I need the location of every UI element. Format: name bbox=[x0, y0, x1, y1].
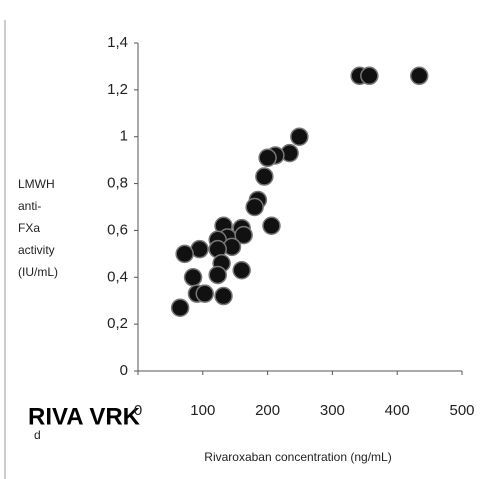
point bbox=[360, 66, 379, 86]
y-tick-label: 1,4 bbox=[107, 34, 128, 51]
point bbox=[290, 127, 309, 146]
point bbox=[409, 66, 429, 86]
x-tick-label: 300 bbox=[320, 402, 345, 419]
y-tick-label: 0,4 bbox=[107, 268, 128, 285]
point bbox=[258, 148, 277, 168]
point bbox=[183, 268, 203, 287]
x-tick-label: 100 bbox=[190, 402, 215, 419]
point bbox=[195, 284, 214, 303]
point bbox=[170, 298, 190, 317]
y-tick-label: 0,2 bbox=[107, 315, 128, 332]
x-tick-label: 400 bbox=[385, 402, 410, 419]
point bbox=[245, 197, 264, 217]
y-axis-label: activity bbox=[18, 243, 55, 257]
x-axis-label: Rivaroxaban concentration (ng/mL) bbox=[204, 450, 391, 464]
y-tick-label: 0,8 bbox=[107, 175, 128, 192]
point bbox=[255, 167, 274, 186]
point bbox=[234, 225, 253, 245]
y-axis-label: FXa bbox=[18, 221, 40, 235]
y-tick-label: 1,2 bbox=[107, 81, 128, 98]
y-tick-label: 1 bbox=[120, 128, 128, 145]
x-tick-label: 0 bbox=[134, 402, 142, 419]
point bbox=[262, 216, 281, 235]
annotation: RIVA VRK bbox=[28, 403, 141, 430]
point bbox=[208, 265, 227, 285]
point bbox=[175, 244, 194, 264]
y-tick-label: 0,6 bbox=[107, 221, 128, 238]
y-axis-label: (IU/mL) bbox=[18, 265, 58, 279]
y-axis-label: anti- bbox=[18, 199, 41, 213]
point bbox=[214, 286, 233, 306]
x-tick-label: 200 bbox=[255, 402, 280, 419]
y-axis-label: LMWH bbox=[18, 177, 55, 191]
x-tick-label: 500 bbox=[449, 402, 474, 419]
annotation: d bbox=[34, 428, 41, 442]
point bbox=[232, 261, 251, 280]
y-tick-label: 0 bbox=[120, 362, 128, 379]
